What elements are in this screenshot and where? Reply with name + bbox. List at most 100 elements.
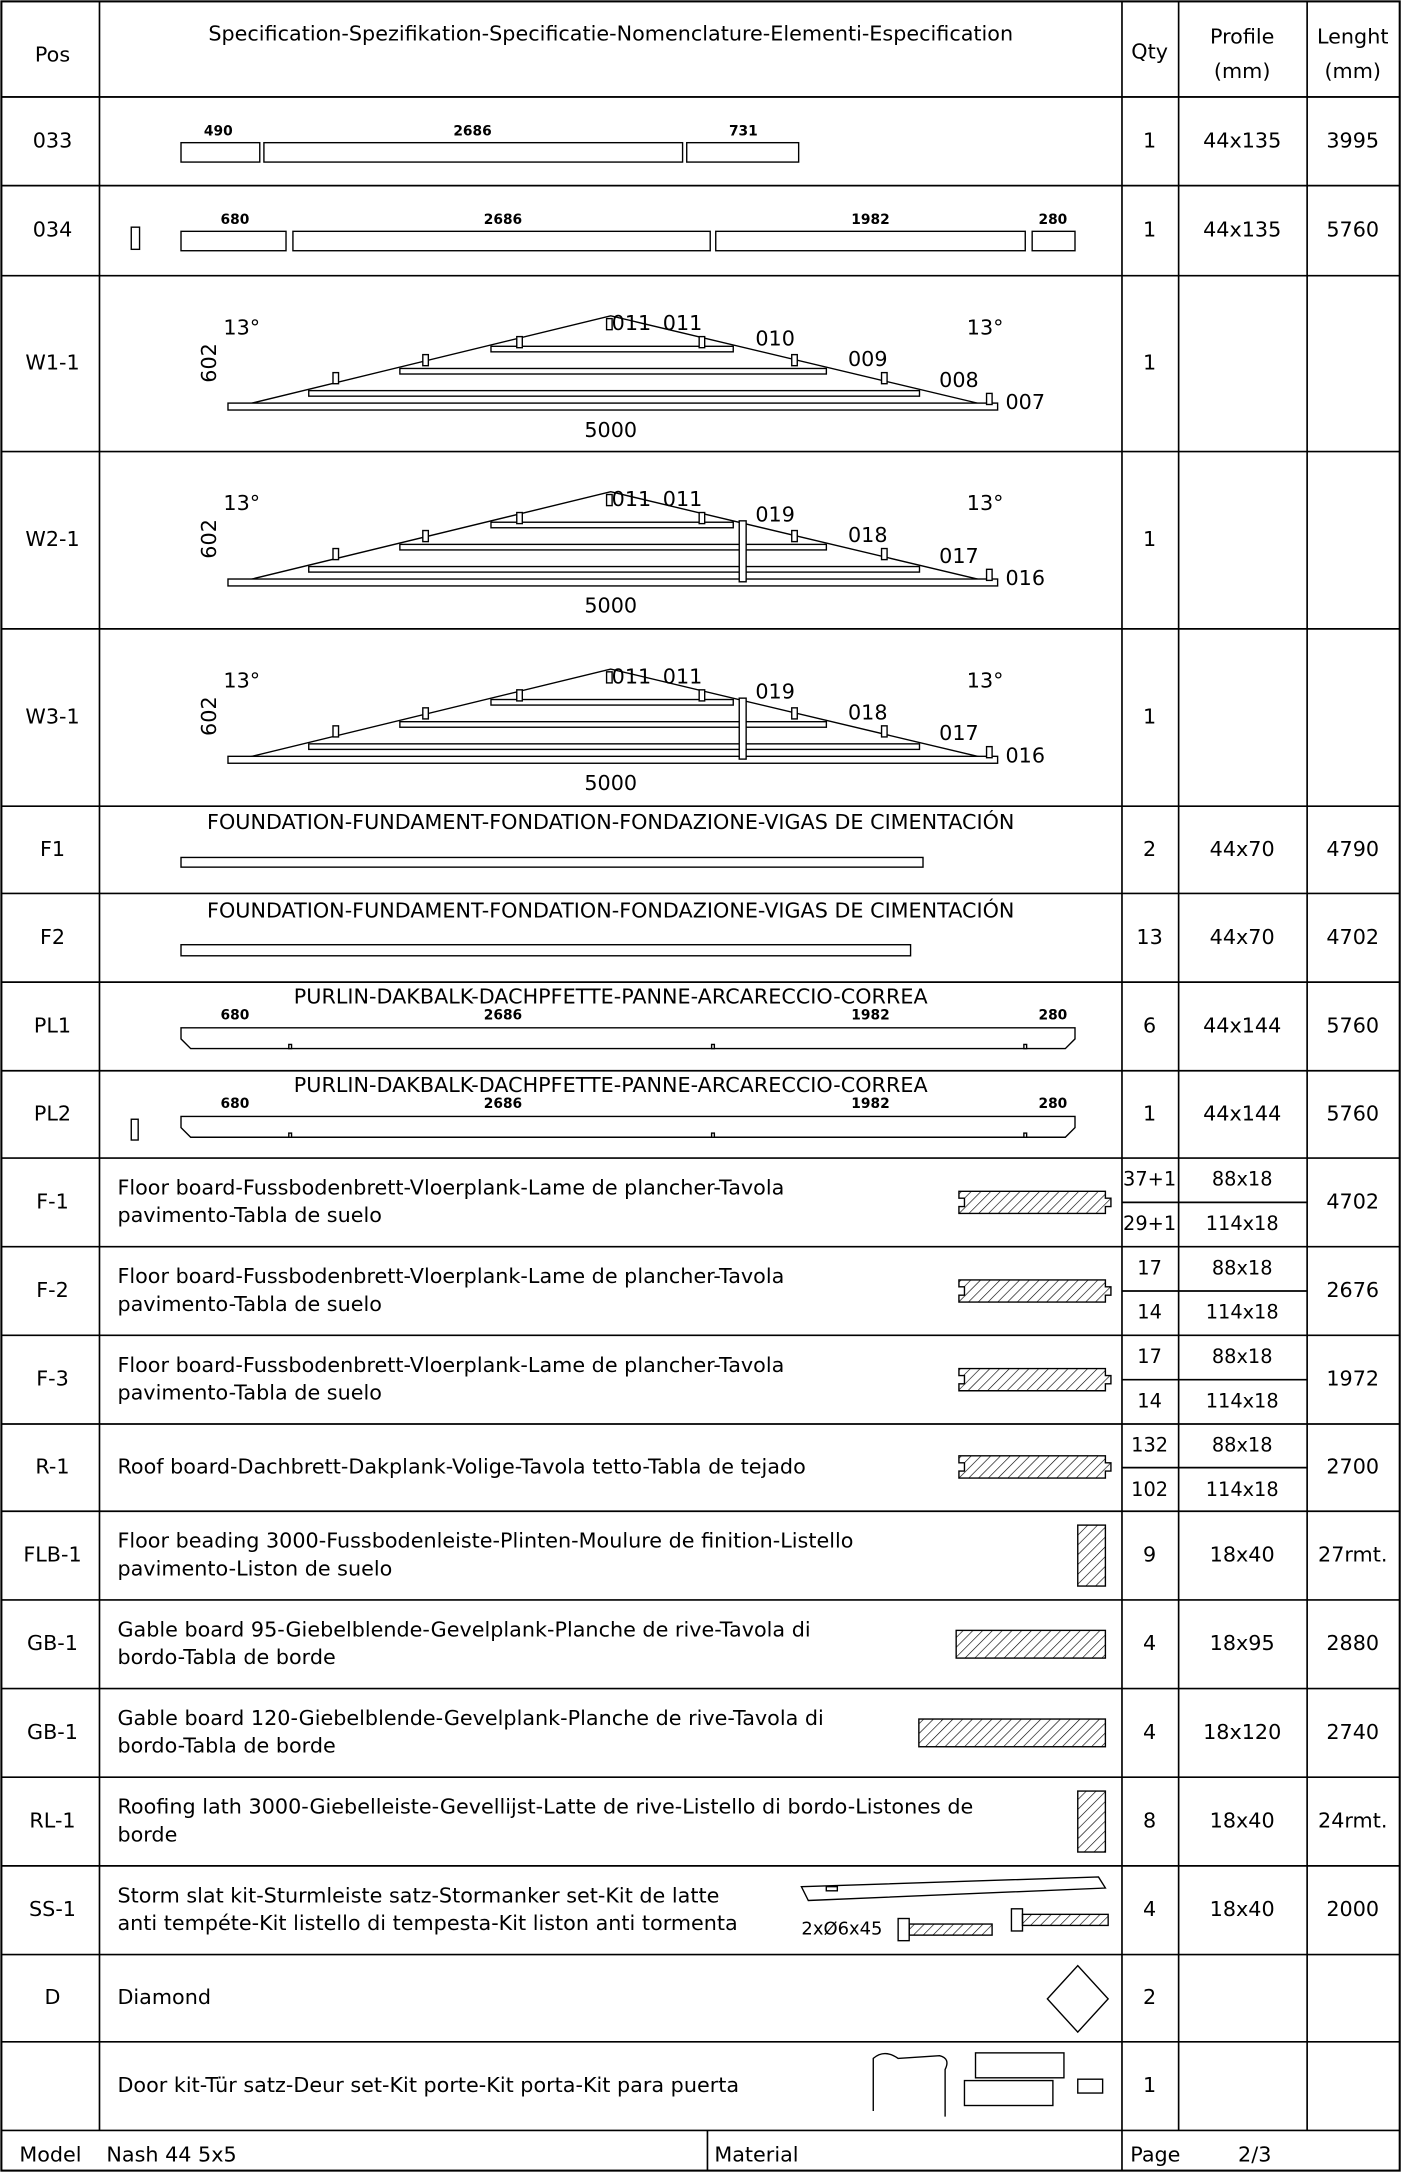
cleat (332, 725, 340, 738)
spec-line: Roofing lath 3000-Giebelleiste-Gevellijs… (117, 1795, 973, 1819)
dimension-label: 2686 (484, 1007, 522, 1023)
end-view (130, 226, 141, 251)
pos: W2-1 (25, 527, 79, 551)
profile: 18x95 (1210, 1631, 1275, 1655)
qty: 1 (1143, 705, 1156, 729)
bolt-head (1010, 1908, 1024, 1932)
slat (800, 1876, 1107, 1902)
header-profile: Profile (1210, 24, 1274, 48)
qty: 14 (1137, 1389, 1162, 1412)
cleat (880, 725, 888, 738)
truss-label: 011 (663, 664, 703, 688)
spec-line: pavimento-Tabla de suelo (117, 1292, 381, 1316)
cleat (516, 335, 523, 349)
profile: 88x18 (1212, 1256, 1273, 1279)
spec-line: Gable board 95-Giebelblende-Gevelplank-P… (117, 1617, 810, 1641)
spec-line: bordo-Tabla de borde (117, 1734, 335, 1758)
pos: W1-1 (25, 351, 79, 375)
cylinder (1077, 2078, 1104, 2094)
pos: 033 (33, 128, 73, 152)
truss-label: 602 (197, 519, 221, 559)
cleat (332, 547, 340, 561)
profile: 114x18 (1206, 1301, 1279, 1324)
cleat (698, 511, 706, 525)
caption: FOUNDATION-FUNDAMENT-FONDATION-FONDAZION… (207, 897, 1014, 922)
cleat (605, 671, 613, 684)
header-profile-unit: (mm) (1214, 59, 1271, 83)
bolt (1021, 1913, 1109, 1927)
truss-label: 017 (939, 544, 979, 568)
truss-label: 5000 (584, 594, 637, 618)
joint-mark (710, 1132, 716, 1138)
spec-line: Floor board-Fussbodenbrett-Vloerplank-La… (117, 1353, 784, 1377)
board (686, 141, 800, 163)
truss-beam (399, 720, 828, 728)
pos: GB-1 (27, 1720, 78, 1744)
qty: 1 (1143, 128, 1156, 152)
cleat (791, 529, 798, 543)
cleat (422, 529, 430, 543)
header-length-unit: (mm) (1324, 59, 1381, 83)
pos: F-3 (36, 1367, 69, 1391)
qty: 17 (1137, 1345, 1162, 1368)
header-pos: Pos (35, 42, 70, 66)
pos: RL-1 (29, 1809, 75, 1833)
cleat (698, 689, 706, 702)
footer-page: 2/3 (1238, 2142, 1271, 2166)
profile: 114x18 (1206, 1478, 1279, 1501)
length: 5760 (1326, 1101, 1379, 1125)
truss-base (227, 402, 999, 411)
profile: 44x144 (1203, 1101, 1281, 1125)
profile: 114x18 (1206, 1212, 1279, 1235)
gable-icon (918, 1718, 1107, 1748)
handle-icon (872, 2052, 948, 2117)
length: 24rmt. (1318, 1809, 1387, 1833)
length: 5760 (1326, 218, 1379, 242)
joint-mark (1023, 1043, 1028, 1050)
qty: 1 (1143, 527, 1156, 551)
truss-beam (490, 345, 734, 353)
joint-mark (288, 1132, 293, 1138)
qty: 4 (1143, 1897, 1156, 1921)
spec-line: Floor beading 3000-Fussbodenleiste-Plint… (117, 1529, 853, 1553)
truss-label: 5000 (584, 418, 637, 442)
cleat (791, 707, 798, 720)
purlin (180, 1115, 1076, 1138)
truss-label: 017 (939, 721, 979, 745)
bolt-head (897, 1917, 910, 1942)
qty: 1 (1143, 218, 1156, 242)
truss-label: 011 (663, 487, 703, 511)
footer-model-label: Model (19, 2142, 81, 2166)
truss-beam (308, 743, 921, 751)
board (263, 141, 684, 163)
pos: W3-1 (25, 705, 79, 729)
beam (180, 856, 924, 868)
truss-beam (308, 389, 921, 397)
qty: 29+1 (1123, 1212, 1176, 1235)
truss-label: 011 (663, 311, 703, 335)
dimension-label: 280 (1038, 1096, 1067, 1112)
truss-beam (399, 367, 828, 375)
truss-label: 008 (939, 368, 979, 392)
profile: 44x144 (1203, 1013, 1281, 1037)
bolt (908, 1923, 993, 1936)
header-qty: Qty (1131, 40, 1168, 64)
truss-outline (234, 491, 996, 584)
board (180, 141, 261, 163)
truss-label: 016 (1005, 743, 1045, 767)
spec-line: anti tempéte-Kit listello di tempesta-Ki… (117, 1911, 737, 1935)
qty: 4 (1143, 1720, 1156, 1744)
board-icon (958, 1455, 1112, 1479)
lath-icon (1077, 1790, 1107, 1853)
dimension-label: 731 (729, 124, 758, 140)
profile: 88x18 (1212, 1345, 1273, 1368)
profile: 18x120 (1203, 1720, 1281, 1744)
truss-label: 13° (967, 491, 1004, 515)
truss-label: 011 (612, 311, 652, 335)
truss-label: 13° (223, 669, 260, 693)
board-icon (958, 1367, 1112, 1392)
cleat (791, 353, 798, 367)
spec-line: Storm slat kit-Sturmleiste satz-Stormank… (117, 1883, 719, 1907)
spec-line: pavimento-Tabla de suelo (117, 1203, 381, 1227)
